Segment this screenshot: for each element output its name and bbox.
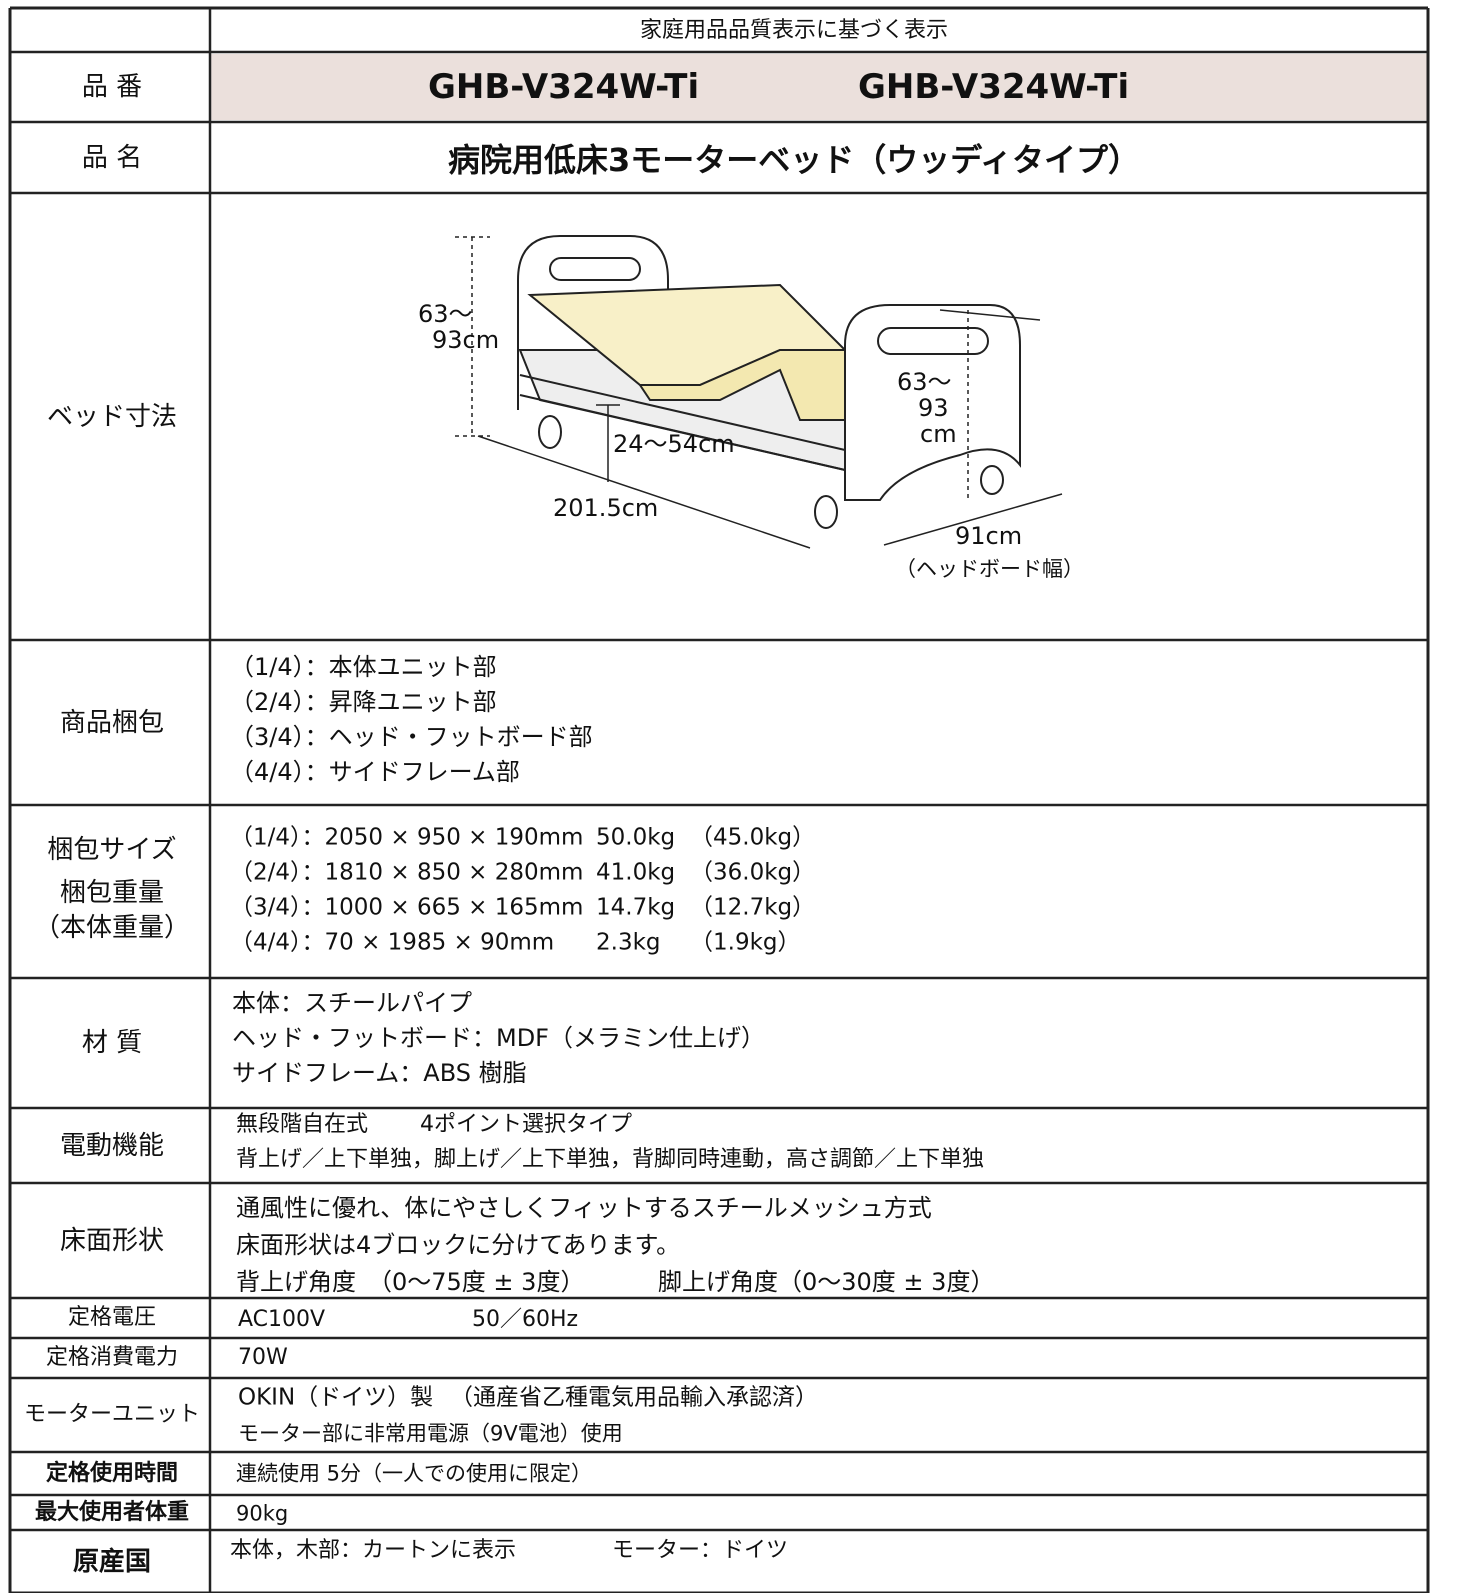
row-label: 品 名: [81, 142, 143, 173]
row-label: ベッド寸法: [46, 401, 178, 432]
cell-text: モーター部に非常用電源（9V電池）使用: [238, 1421, 623, 1446]
cell-text: 50.0kg: [596, 824, 676, 851]
row-label: （本体重量）: [33, 913, 191, 943]
cell-text: 通風性に優れ、体にやさしくフィットするスチールメッシュ方式: [236, 1194, 932, 1222]
cell-text: GHB-V324W-Ti: [858, 67, 1130, 107]
cell-text: OKIN（ドイツ）製: [238, 1384, 434, 1411]
cell-text: GHB-V324W-Ti: [428, 67, 700, 107]
cell-text: モーター：ドイツ: [612, 1538, 789, 1563]
cell-text: （3/4）：1000 × 665 × 165mm: [230, 894, 584, 921]
row-label: 商品梱包: [59, 707, 165, 738]
row-label: 床面形状: [59, 1225, 165, 1256]
row-label: 電動機能: [59, 1130, 165, 1161]
cell-text: 2.3kg: [596, 929, 661, 956]
cell-text: サイドフレーム：ABS 樹脂: [232, 1059, 527, 1087]
row-label: 最大使用者体重: [34, 1499, 190, 1525]
cell-text: 本体：スチールパイプ: [232, 989, 472, 1017]
cell-text: 背上げ／上下単独，脚上げ／上下単独，背脚同時連動，高さ調節／上下単独: [236, 1147, 985, 1172]
row-label: 梱包サイズ: [47, 835, 177, 865]
cell-text: 連続使用 5分（一人での使用に限定）: [236, 1461, 593, 1486]
cell-text: AC100V: [238, 1307, 326, 1332]
cell-text: （12.7kg）: [690, 894, 816, 921]
cell-text: 90kg: [236, 1501, 289, 1526]
header-title: 家庭用品品質表示に基づく表示: [639, 18, 949, 43]
cell-text: 50／60Hz: [472, 1307, 579, 1332]
row-label: 定格電圧: [67, 1305, 157, 1330]
cell-text: （4/4）：70 × 1985 × 90mm: [230, 929, 555, 956]
cell-text: （1.9kg）: [690, 929, 801, 956]
cell-text: （3/4）：ヘッド・フットボード部: [230, 723, 593, 751]
cell-text: 脚上げ角度（0～30度 ± 3度）: [658, 1268, 995, 1296]
cell-text: 床面形状は4ブロックに分けてあります。: [236, 1231, 681, 1259]
cell-text: 70W: [238, 1345, 288, 1370]
cell-text: 41.0kg: [596, 859, 676, 886]
cell-text: （4/4）：サイドフレーム部: [230, 758, 520, 786]
cell-text: （2/4）：1810 × 850 × 280mm: [230, 859, 584, 886]
cell-text: （36.0kg）: [690, 859, 816, 886]
cell-text: 病院用低床3モーターベッド（ウッディタイプ）: [447, 141, 1141, 179]
row-label: 原産国: [72, 1546, 152, 1577]
cell-text: 背上げ角度 （0～75度 ± 3度）: [236, 1268, 585, 1296]
row-label: 品 番: [81, 72, 143, 102]
row-label: 定格消費電力: [45, 1345, 179, 1370]
cell-text: 本体，木部：カートンに表示: [230, 1538, 517, 1563]
cell-text: （通産省乙種電気用品輸入承認済）: [450, 1384, 818, 1411]
cell-text: （1/4）：2050 × 950 × 190mm: [230, 824, 584, 851]
cell-text: （1/4）：本体ユニット部: [230, 653, 497, 681]
cell-text: ヘッド・フットボード：MDF（メラミン仕上げ）: [232, 1024, 765, 1052]
cell-text: （45.0kg）: [690, 824, 816, 851]
row-label: 定格使用時間: [45, 1460, 179, 1486]
cell-text: （2/4）：昇降ユニット部: [230, 688, 497, 716]
pink-band: [211, 54, 1427, 120]
cell-text: 無段階自在式: [236, 1112, 369, 1137]
row-label: 材 質: [81, 1028, 143, 1058]
cell-text: 14.7kg: [596, 894, 676, 921]
row-label: モーターユニット: [23, 1402, 201, 1427]
row-label: 梱包重量: [59, 878, 165, 908]
cell-text: 4ポイント選択タイプ: [420, 1112, 632, 1137]
